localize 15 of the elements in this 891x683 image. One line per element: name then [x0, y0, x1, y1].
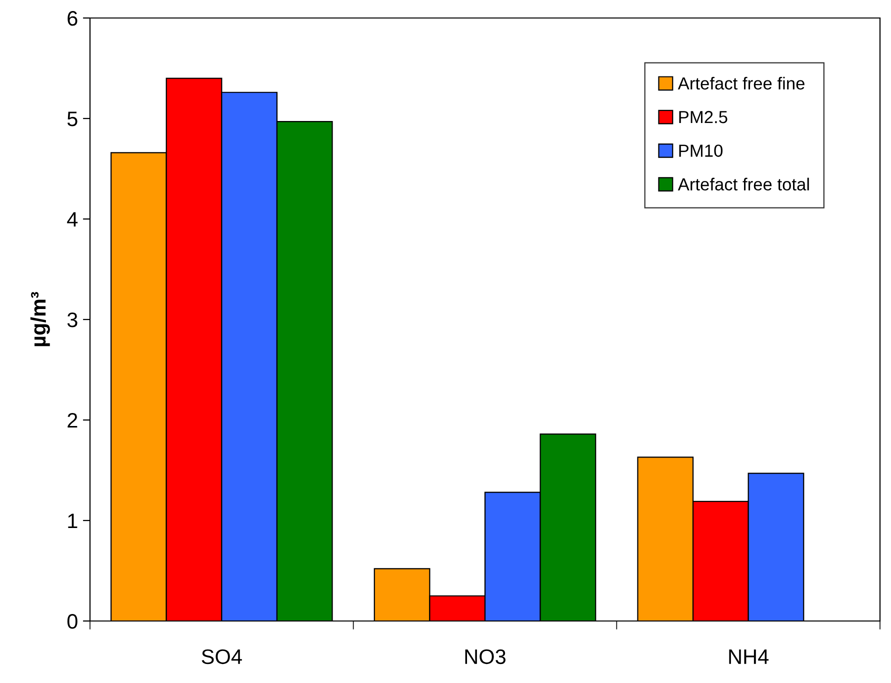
y-tick-label: 1	[68, 514, 78, 528]
legend-label: PM2.5	[679, 110, 728, 124]
y-tick-label: 2	[68, 413, 78, 428]
y-tick-label: 4	[67, 212, 78, 227]
y-axis-title: µg/m³	[30, 292, 50, 346]
y-tick-label: 6	[68, 11, 78, 26]
x-tick-label: NO3	[465, 649, 506, 664]
legend-label: PM10	[679, 144, 723, 157]
x-tick-label: NH4	[729, 650, 769, 664]
x-tick-label: SO4	[202, 649, 242, 664]
y-tick-label: 0	[67, 614, 78, 629]
legend-label: Artefact free total	[678, 178, 809, 191]
y-tick-label: 3	[67, 312, 78, 328]
y-tick-label: 5	[67, 112, 78, 126]
legend-label: Artefact free fine	[678, 76, 804, 90]
